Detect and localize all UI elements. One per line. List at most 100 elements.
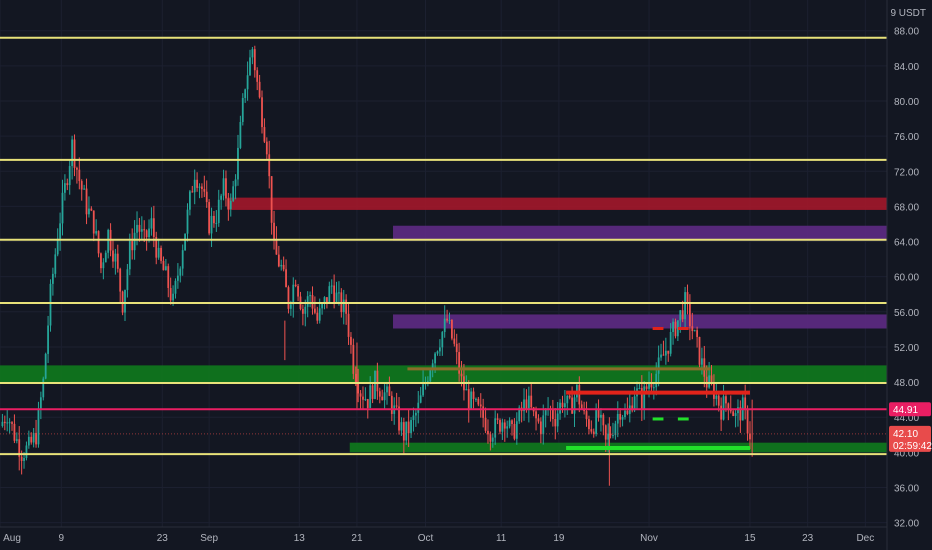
candle-body <box>107 229 110 253</box>
candle-body <box>477 398 480 405</box>
candle-body <box>479 404 482 407</box>
candle-body <box>347 313 350 337</box>
y-tick-label: 48.00 <box>894 378 919 389</box>
candle-body <box>61 192 64 224</box>
candle-body <box>193 179 196 193</box>
candle-body <box>518 407 521 422</box>
candle-body <box>64 183 66 193</box>
candle-body <box>390 395 393 414</box>
candle-body <box>157 247 160 258</box>
candle-body <box>484 417 487 431</box>
candle-body <box>376 370 379 392</box>
candle-body <box>136 224 138 233</box>
candle-body <box>11 422 13 424</box>
candle-body <box>112 250 114 262</box>
candle-body <box>443 318 446 333</box>
candle-body <box>366 399 369 409</box>
candle-body <box>527 395 530 409</box>
candle-body <box>145 230 148 238</box>
candle-body <box>472 391 475 399</box>
candle-body <box>614 423 617 436</box>
candle-body <box>616 413 619 424</box>
candle-body <box>727 403 730 409</box>
candle-body <box>626 410 629 414</box>
candle-body <box>551 409 554 420</box>
candle-body <box>600 414 602 418</box>
candle-body <box>188 191 191 210</box>
candle-body <box>352 344 355 374</box>
candle-body <box>140 229 143 232</box>
candle-body <box>573 397 576 414</box>
candle-body <box>249 57 251 76</box>
candle-body <box>652 387 655 389</box>
candle-body <box>44 353 47 379</box>
candle-body <box>374 370 376 399</box>
candle-body <box>265 141 268 155</box>
candle-body <box>537 418 540 422</box>
candle-body <box>535 411 537 419</box>
zone-rect[interactable] <box>227 197 887 210</box>
candle-body <box>184 233 186 251</box>
candle-body <box>51 273 54 284</box>
candle-body <box>414 412 417 416</box>
candle-body <box>470 391 473 409</box>
price-badge[interactable] <box>889 402 931 417</box>
candle-body <box>172 293 174 301</box>
x-tick-label: 21 <box>351 533 363 544</box>
candle-body <box>100 253 102 269</box>
candle-body <box>270 176 273 223</box>
candle-body <box>571 397 574 414</box>
candle-body <box>280 264 283 267</box>
zone-rect[interactable] <box>393 314 887 329</box>
candle-body <box>176 275 179 281</box>
x-tick-label: 19 <box>553 533 565 544</box>
candle-body <box>203 189 206 192</box>
x-tick-label: 9 <box>59 533 65 544</box>
candle-body <box>631 405 634 411</box>
candle-body <box>722 396 725 420</box>
candle-body <box>311 295 314 309</box>
candle-body <box>511 420 513 424</box>
candle-body <box>56 238 59 255</box>
candle-body <box>643 386 646 409</box>
candle-body <box>513 423 516 439</box>
candle-body <box>85 188 88 215</box>
candle-body <box>515 421 518 439</box>
price-axis-panel[interactable] <box>887 0 932 550</box>
candle-body <box>417 402 420 413</box>
candle-body <box>696 330 699 337</box>
candle-body <box>3 421 6 424</box>
candle-body <box>465 389 468 391</box>
candle-body <box>708 375 711 388</box>
candle-body <box>213 215 215 224</box>
candle-body <box>215 222 218 224</box>
zone-rect[interactable] <box>393 225 887 241</box>
candle-body <box>422 384 424 396</box>
candle-body <box>402 422 405 441</box>
candle-body <box>155 236 158 258</box>
candle-body <box>160 247 162 261</box>
y-tick-label: 32.00 <box>894 519 919 530</box>
candle-body <box>489 434 492 442</box>
candle-body <box>640 388 643 409</box>
candle-body <box>664 350 667 356</box>
candle-body <box>333 285 336 303</box>
candle-body <box>309 295 311 297</box>
candle-body <box>612 435 614 437</box>
candle-body <box>619 413 622 420</box>
candle-body <box>436 351 439 354</box>
candle-body <box>169 287 172 301</box>
candle-body <box>76 167 78 170</box>
candle-body <box>597 409 600 418</box>
candle-body <box>326 297 328 303</box>
candle-body <box>523 399 525 412</box>
candle-body <box>746 408 749 434</box>
price-badge[interactable] <box>889 425 931 452</box>
candle-body <box>508 420 511 427</box>
candle-body <box>667 350 670 354</box>
candle-body <box>734 413 737 417</box>
candle-body <box>210 215 213 234</box>
x-tick-label: Oct <box>418 533 434 544</box>
